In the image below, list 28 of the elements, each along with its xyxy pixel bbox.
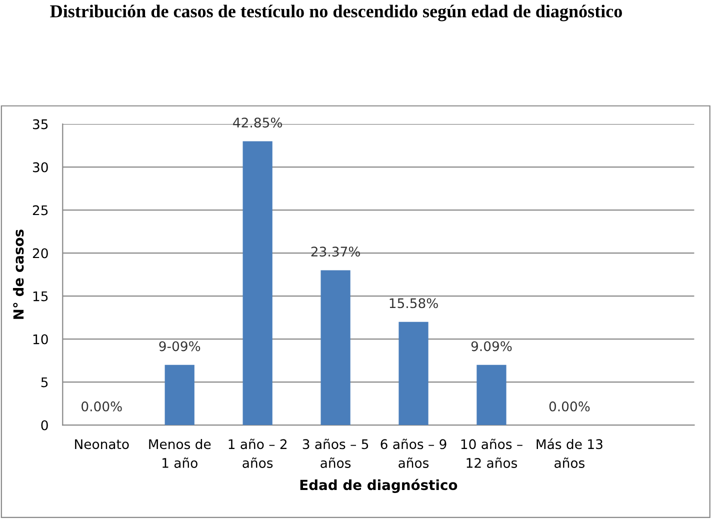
bar: [320, 270, 350, 426]
bar: [476, 364, 506, 426]
x-tick-label: 6 años – 9 años: [380, 438, 446, 468]
annotation: 9.09%: [471, 341, 512, 352]
x-tick-label: 10 años – 12 años: [461, 438, 522, 468]
bar: [398, 322, 428, 426]
y-tick-label: 30: [32, 162, 48, 172]
x-tick-label: Más de 13 años: [536, 438, 602, 468]
annotation: 15.58%: [390, 298, 438, 308]
y-tick-label: 10: [33, 334, 48, 344]
x-axis-title: Edad de diagnóstico: [300, 478, 458, 493]
bar: [242, 141, 272, 426]
y-axis-title: N° de casos: [12, 230, 24, 319]
chart-title: Distribución de casos de testículo no descendido según edad de diagnóstico: [50, 4, 622, 22]
x-tick-label: 1 año – 2 años: [228, 438, 286, 468]
y-tick-label: 0: [41, 420, 48, 430]
annotation: 0.00%: [82, 401, 122, 412]
x-tick-label: Neonato: [75, 439, 129, 450]
y-tick-label: 5: [41, 377, 48, 388]
y-tick-label: 25: [32, 205, 48, 216]
annotation: 0.00%: [549, 401, 590, 412]
y-tick-label: 20: [32, 248, 48, 258]
y-tick-label: 35: [32, 119, 48, 130]
bar: [164, 364, 194, 426]
x-tick-label: 3 años – 5 años: [302, 438, 368, 468]
annotation: 9-09%: [159, 341, 200, 352]
y-tick-label: 15: [33, 291, 48, 302]
x-tick-label: Menos de 1 año: [149, 438, 211, 468]
